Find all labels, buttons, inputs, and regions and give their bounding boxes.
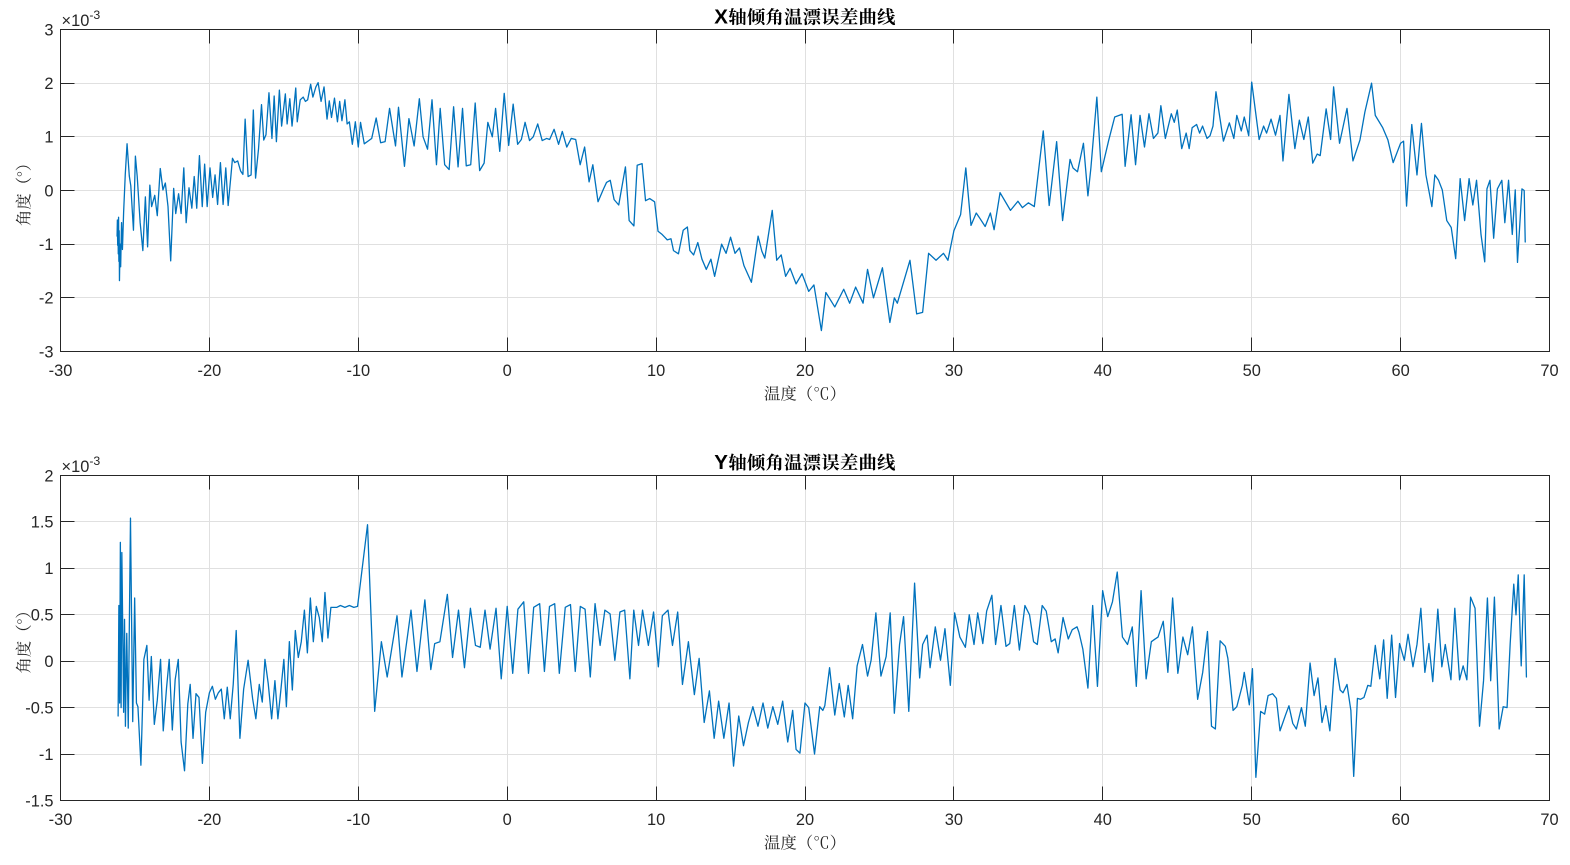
svg-text:0: 0 [44,653,53,671]
svg-text:2: 2 [44,467,53,485]
svg-text:1: 1 [44,129,53,147]
svg-text:20: 20 [796,362,814,380]
svg-text:40: 40 [1094,811,1112,829]
svg-text:50: 50 [1243,362,1261,380]
svg-text:1: 1 [44,560,53,578]
svg-text:60: 60 [1391,362,1409,380]
svg-text:60: 60 [1391,811,1409,829]
svg-text:0: 0 [503,362,512,380]
svg-text:X: X [714,6,728,29]
svg-text:-1: -1 [39,236,54,254]
svg-text:3: 3 [44,21,53,39]
svg-text:-20: -20 [198,811,222,829]
svg-text:50: 50 [1243,811,1261,829]
svg-text:10: 10 [647,362,665,380]
svg-text:30: 30 [945,811,963,829]
svg-text:70: 70 [1540,362,1558,380]
svg-text:30: 30 [945,362,963,380]
svg-text:0.5: 0.5 [31,607,54,625]
svg-text:10: 10 [647,811,665,829]
svg-text:0: 0 [503,811,512,829]
svg-text:-30: -30 [49,811,73,829]
svg-text:0: 0 [44,182,53,200]
svg-text:-2: -2 [39,290,54,308]
svg-text:-10: -10 [346,811,370,829]
svg-text:40: 40 [1094,362,1112,380]
svg-text:2: 2 [44,75,53,93]
svg-text:-0.5: -0.5 [25,699,53,717]
svg-text:-30: -30 [49,362,73,380]
svg-text:-3: -3 [39,343,54,361]
svg-text:-1: -1 [39,746,54,764]
svg-text:Y: Y [714,451,728,474]
svg-text:70: 70 [1540,811,1558,829]
svg-text:20: 20 [796,811,814,829]
svg-text:1.5: 1.5 [31,514,54,532]
svg-text:-10: -10 [346,362,370,380]
svg-text:-20: -20 [198,362,222,380]
svg-text:-1.5: -1.5 [25,792,53,810]
